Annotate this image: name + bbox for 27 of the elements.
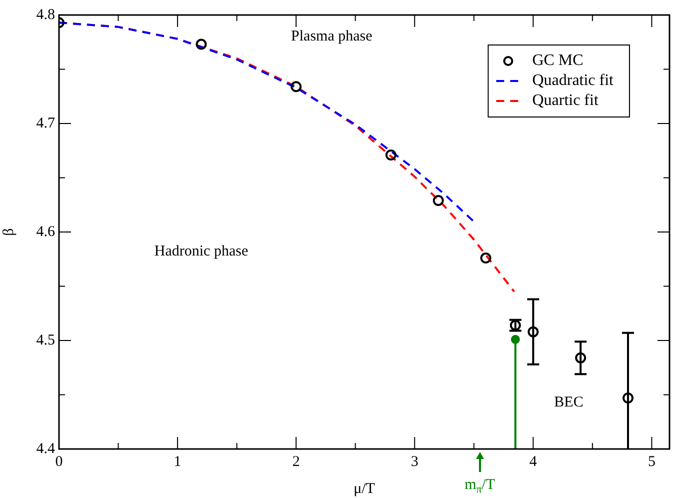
y-tick-label: 4.5 bbox=[36, 332, 55, 348]
x-tick-label: 1 bbox=[174, 454, 182, 470]
point bbox=[385, 149, 396, 160]
annotation: BEC bbox=[554, 394, 584, 410]
point bbox=[575, 352, 586, 364]
point bbox=[480, 252, 492, 264]
x-tick-label: 0 bbox=[55, 454, 63, 470]
x-axis-title: μ/T bbox=[354, 480, 375, 497]
point bbox=[432, 195, 444, 206]
y-tick-label: 4.8 bbox=[36, 6, 55, 23]
y-tick-label: 4.7 bbox=[36, 115, 56, 132]
x-tick-label: 4 bbox=[529, 454, 538, 470]
point bbox=[528, 326, 539, 338]
y-tick-label: 4.6 bbox=[36, 224, 56, 240]
annotation: Plasma phase bbox=[291, 28, 373, 45]
legend-label: GC MC bbox=[532, 52, 584, 70]
x-tick-label: 5 bbox=[648, 454, 656, 470]
point bbox=[290, 81, 302, 92]
y-axis-title: β bbox=[0, 228, 17, 236]
point bbox=[196, 38, 207, 50]
legend-label: Quadratic fit bbox=[532, 72, 614, 90]
annotation: Hadronic phase bbox=[154, 243, 248, 260]
x-tick-label: 2 bbox=[292, 454, 300, 470]
x-tick-label: 3 bbox=[410, 454, 418, 470]
point bbox=[622, 392, 634, 404]
legend-label: Quartic fit bbox=[532, 92, 599, 110]
y-tick-label: 4.4 bbox=[36, 440, 56, 457]
